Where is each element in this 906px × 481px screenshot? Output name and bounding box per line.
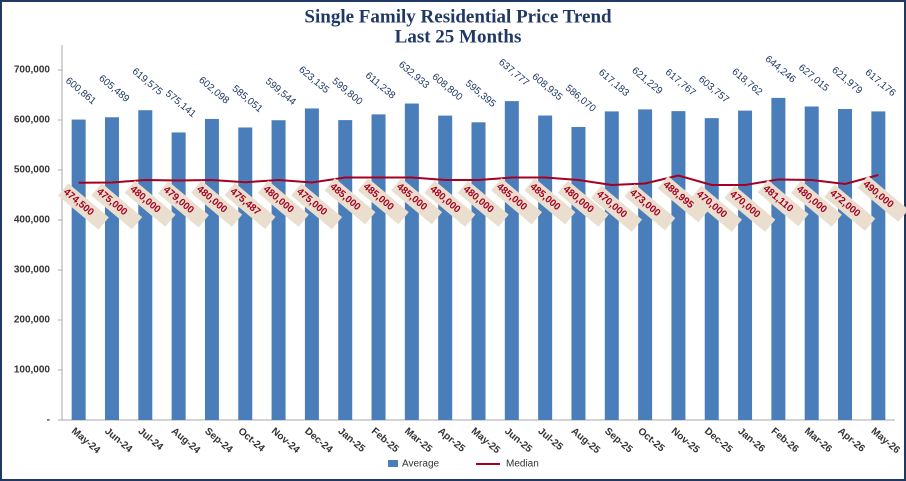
y-tick-label: 300,000 — [14, 265, 51, 276]
median-label-box — [57, 183, 109, 230]
y-tick-label: 100,000 — [14, 365, 51, 376]
median-label-box — [291, 183, 343, 230]
bar — [138, 110, 153, 421]
median-label-box — [357, 178, 409, 225]
bar — [771, 97, 786, 420]
bar — [271, 120, 286, 420]
bar — [638, 109, 653, 420]
median-label-box — [457, 180, 509, 227]
chart-title: Single Family Residential Price Trend — [304, 6, 612, 27]
legend-label: Average — [402, 459, 440, 470]
bar — [171, 132, 186, 420]
bar — [604, 111, 619, 420]
y-tick-label: 500,000 — [14, 165, 51, 176]
median-label-box — [657, 176, 709, 223]
median-label-box — [857, 175, 906, 222]
bar — [838, 109, 853, 420]
y-tick-label: 600,000 — [14, 115, 51, 126]
median-line — [78, 174, 879, 187]
bar — [71, 119, 86, 420]
bar — [571, 126, 586, 420]
y-tick-label: - — [47, 415, 50, 426]
legend-swatch — [388, 460, 398, 467]
median-label-box — [724, 185, 776, 232]
bar — [238, 127, 253, 421]
bar — [538, 115, 553, 420]
bar — [504, 101, 519, 420]
y-tick-label: 400,000 — [14, 215, 51, 226]
bar — [738, 110, 753, 420]
bar — [104, 117, 119, 421]
bar — [704, 118, 719, 421]
median-label-box — [591, 185, 642, 232]
median-label-box — [791, 180, 842, 227]
median-label-box — [757, 180, 809, 227]
legend-label: Median — [506, 459, 539, 470]
median-label-box — [91, 183, 143, 230]
bar — [671, 111, 686, 420]
bar — [338, 120, 353, 420]
bar — [304, 108, 319, 421]
chart-subtitle: Last 25 Months — [395, 26, 522, 47]
bar — [804, 106, 819, 421]
median-label-box — [691, 185, 742, 232]
bar — [471, 122, 486, 421]
median-label-box — [224, 182, 276, 230]
y-tick-label: 700,000 — [14, 65, 51, 76]
median-label-box — [557, 180, 609, 227]
median-label-box — [524, 178, 576, 225]
median-label-box — [391, 178, 443, 225]
bar — [204, 118, 219, 421]
bar — [871, 111, 886, 421]
y-tick-label: 200,000 — [14, 315, 51, 326]
median-label-box — [191, 180, 243, 227]
median-label-box — [257, 180, 309, 227]
median-label-box — [824, 184, 876, 231]
bar — [371, 114, 386, 421]
median-label-box — [124, 180, 176, 227]
median-label-box — [324, 178, 376, 225]
median-label-box — [624, 184, 676, 231]
bar — [438, 115, 453, 420]
median-label-box — [157, 181, 209, 228]
median-label-box — [424, 180, 476, 227]
bar — [404, 103, 419, 420]
median-label-box — [491, 178, 543, 225]
